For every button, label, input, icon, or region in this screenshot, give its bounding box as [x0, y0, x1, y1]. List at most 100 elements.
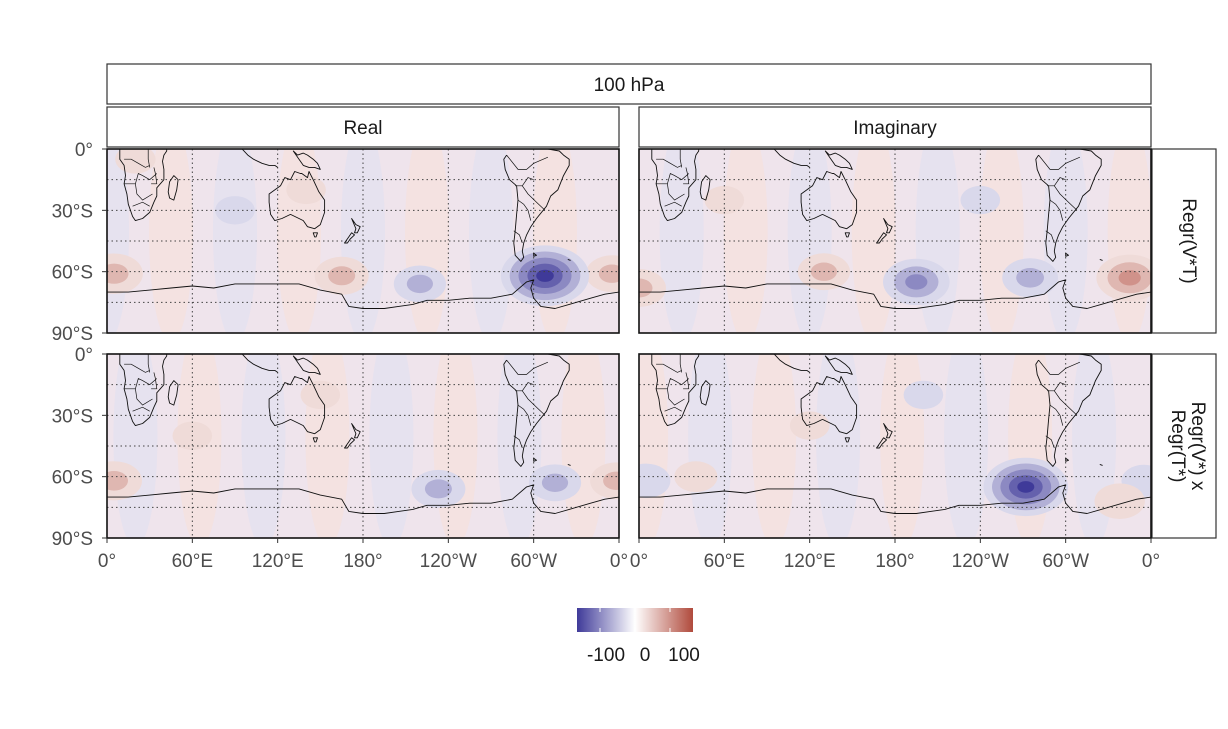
country-border	[147, 149, 151, 168]
coastline-antarctica	[107, 484, 619, 514]
coastline-tasmania	[312, 437, 318, 443]
coastline-nzSouth	[876, 232, 887, 244]
map-panel-1-1	[638, 353, 1152, 539]
x-tick-label: 60°E	[704, 551, 745, 572]
background-band	[533, 149, 577, 333]
country-border	[1045, 230, 1055, 244]
chart-title: 100 hPa	[594, 75, 665, 96]
coastline-nzSouth	[344, 232, 355, 244]
y-tick-label: 90°S	[52, 529, 93, 550]
coastline-australia	[800, 376, 858, 435]
background-band	[149, 149, 193, 333]
anomaly-contour	[286, 175, 326, 205]
anomaly-contour	[1017, 481, 1035, 493]
country-border	[1045, 435, 1055, 449]
coastline-southAmerica	[503, 354, 570, 467]
country-border	[135, 378, 158, 389]
country-border	[132, 201, 150, 207]
coastline-madagascar	[699, 175, 711, 201]
background-band	[405, 149, 449, 333]
map-layer	[107, 354, 619, 538]
map-layer	[639, 149, 1151, 333]
country-border	[513, 230, 523, 244]
anomaly-contour	[598, 264, 619, 283]
x-tick-label: 60°E	[172, 551, 213, 572]
anomaly-contour	[639, 278, 653, 298]
coastline-africa	[651, 354, 700, 427]
background-band	[723, 149, 768, 333]
coastline-indonesia	[773, 354, 810, 373]
anomaly-contour	[107, 263, 129, 284]
background-band	[1107, 149, 1151, 333]
row-strip-vxt: Regr(V*) x Regr(T*)	[1151, 353, 1217, 539]
country-border	[132, 406, 150, 412]
country-border	[1038, 359, 1081, 375]
anomaly-contour	[1094, 483, 1145, 519]
country-border	[506, 359, 549, 375]
column-strip-imaginary: Imaginary	[638, 106, 1152, 148]
anomaly-contour	[107, 471, 128, 491]
panel-border	[638, 148, 1152, 334]
y-tick-label: 30°S	[52, 201, 93, 222]
country-border	[124, 183, 153, 201]
coastline-southGeorgia	[567, 258, 571, 261]
anomaly-contour	[639, 463, 671, 498]
country-border	[1047, 390, 1078, 416]
anomaly-contour	[536, 269, 554, 282]
coastline-newGuinea	[292, 150, 321, 170]
y-tick-label: 60°S	[52, 263, 93, 284]
background-band	[241, 354, 286, 538]
coastline-nzNorth	[883, 218, 893, 234]
column-strip-real: Real	[106, 106, 620, 148]
anomaly-contour	[960, 185, 1001, 215]
country-border	[124, 363, 150, 373]
x-tick-label: 120°E	[252, 551, 304, 572]
country-border	[656, 388, 685, 406]
anomaly-contour	[603, 471, 619, 490]
coastline-southGeorgia	[1099, 463, 1103, 466]
coastline-tasmania	[312, 232, 318, 238]
country-border	[1047, 185, 1078, 211]
background-band	[561, 354, 606, 538]
coastline-falklands	[1065, 252, 1069, 257]
coastline-falklands	[533, 252, 537, 257]
country-border	[515, 390, 546, 416]
y-tick-label: 30°S	[52, 406, 93, 427]
background-band	[915, 149, 960, 333]
country-border	[515, 185, 546, 211]
coastline-madagascar	[167, 380, 179, 406]
country-border	[679, 149, 683, 168]
legend-label-pos: 100	[668, 645, 700, 666]
background-band	[944, 354, 989, 538]
x-tick-label: 180°	[343, 551, 382, 572]
legend: -100 0 100	[577, 608, 700, 666]
country-border	[683, 372, 690, 390]
country-border	[147, 354, 151, 373]
x-tick-label: 120°E	[784, 551, 836, 572]
coastline-newGuinea	[824, 150, 853, 170]
background-band	[659, 149, 704, 333]
x-tick-label: 0°	[610, 551, 628, 572]
anomaly-contour	[328, 266, 356, 286]
coastline-tasmania	[844, 437, 850, 443]
x-tick-label: 0°	[630, 551, 648, 572]
country-border	[151, 167, 158, 185]
coastline-antarctica	[639, 484, 1151, 514]
anomaly-contour	[789, 411, 830, 440]
background-band	[305, 354, 350, 538]
coastline-africa	[119, 354, 168, 427]
panel-border	[106, 148, 620, 334]
x-tick-label: 180°	[875, 551, 914, 572]
background-band	[979, 149, 1024, 333]
country-border	[522, 382, 534, 391]
background-band	[433, 354, 478, 538]
country-border	[1038, 154, 1081, 170]
coastline-nzSouth	[344, 437, 355, 449]
background-band	[469, 149, 513, 333]
coastline-southAmerica	[1035, 149, 1102, 262]
anomaly-contour	[905, 274, 928, 290]
coastline-australia	[268, 171, 326, 230]
background-band	[639, 354, 669, 538]
legend-label-zero: 0	[640, 645, 651, 666]
